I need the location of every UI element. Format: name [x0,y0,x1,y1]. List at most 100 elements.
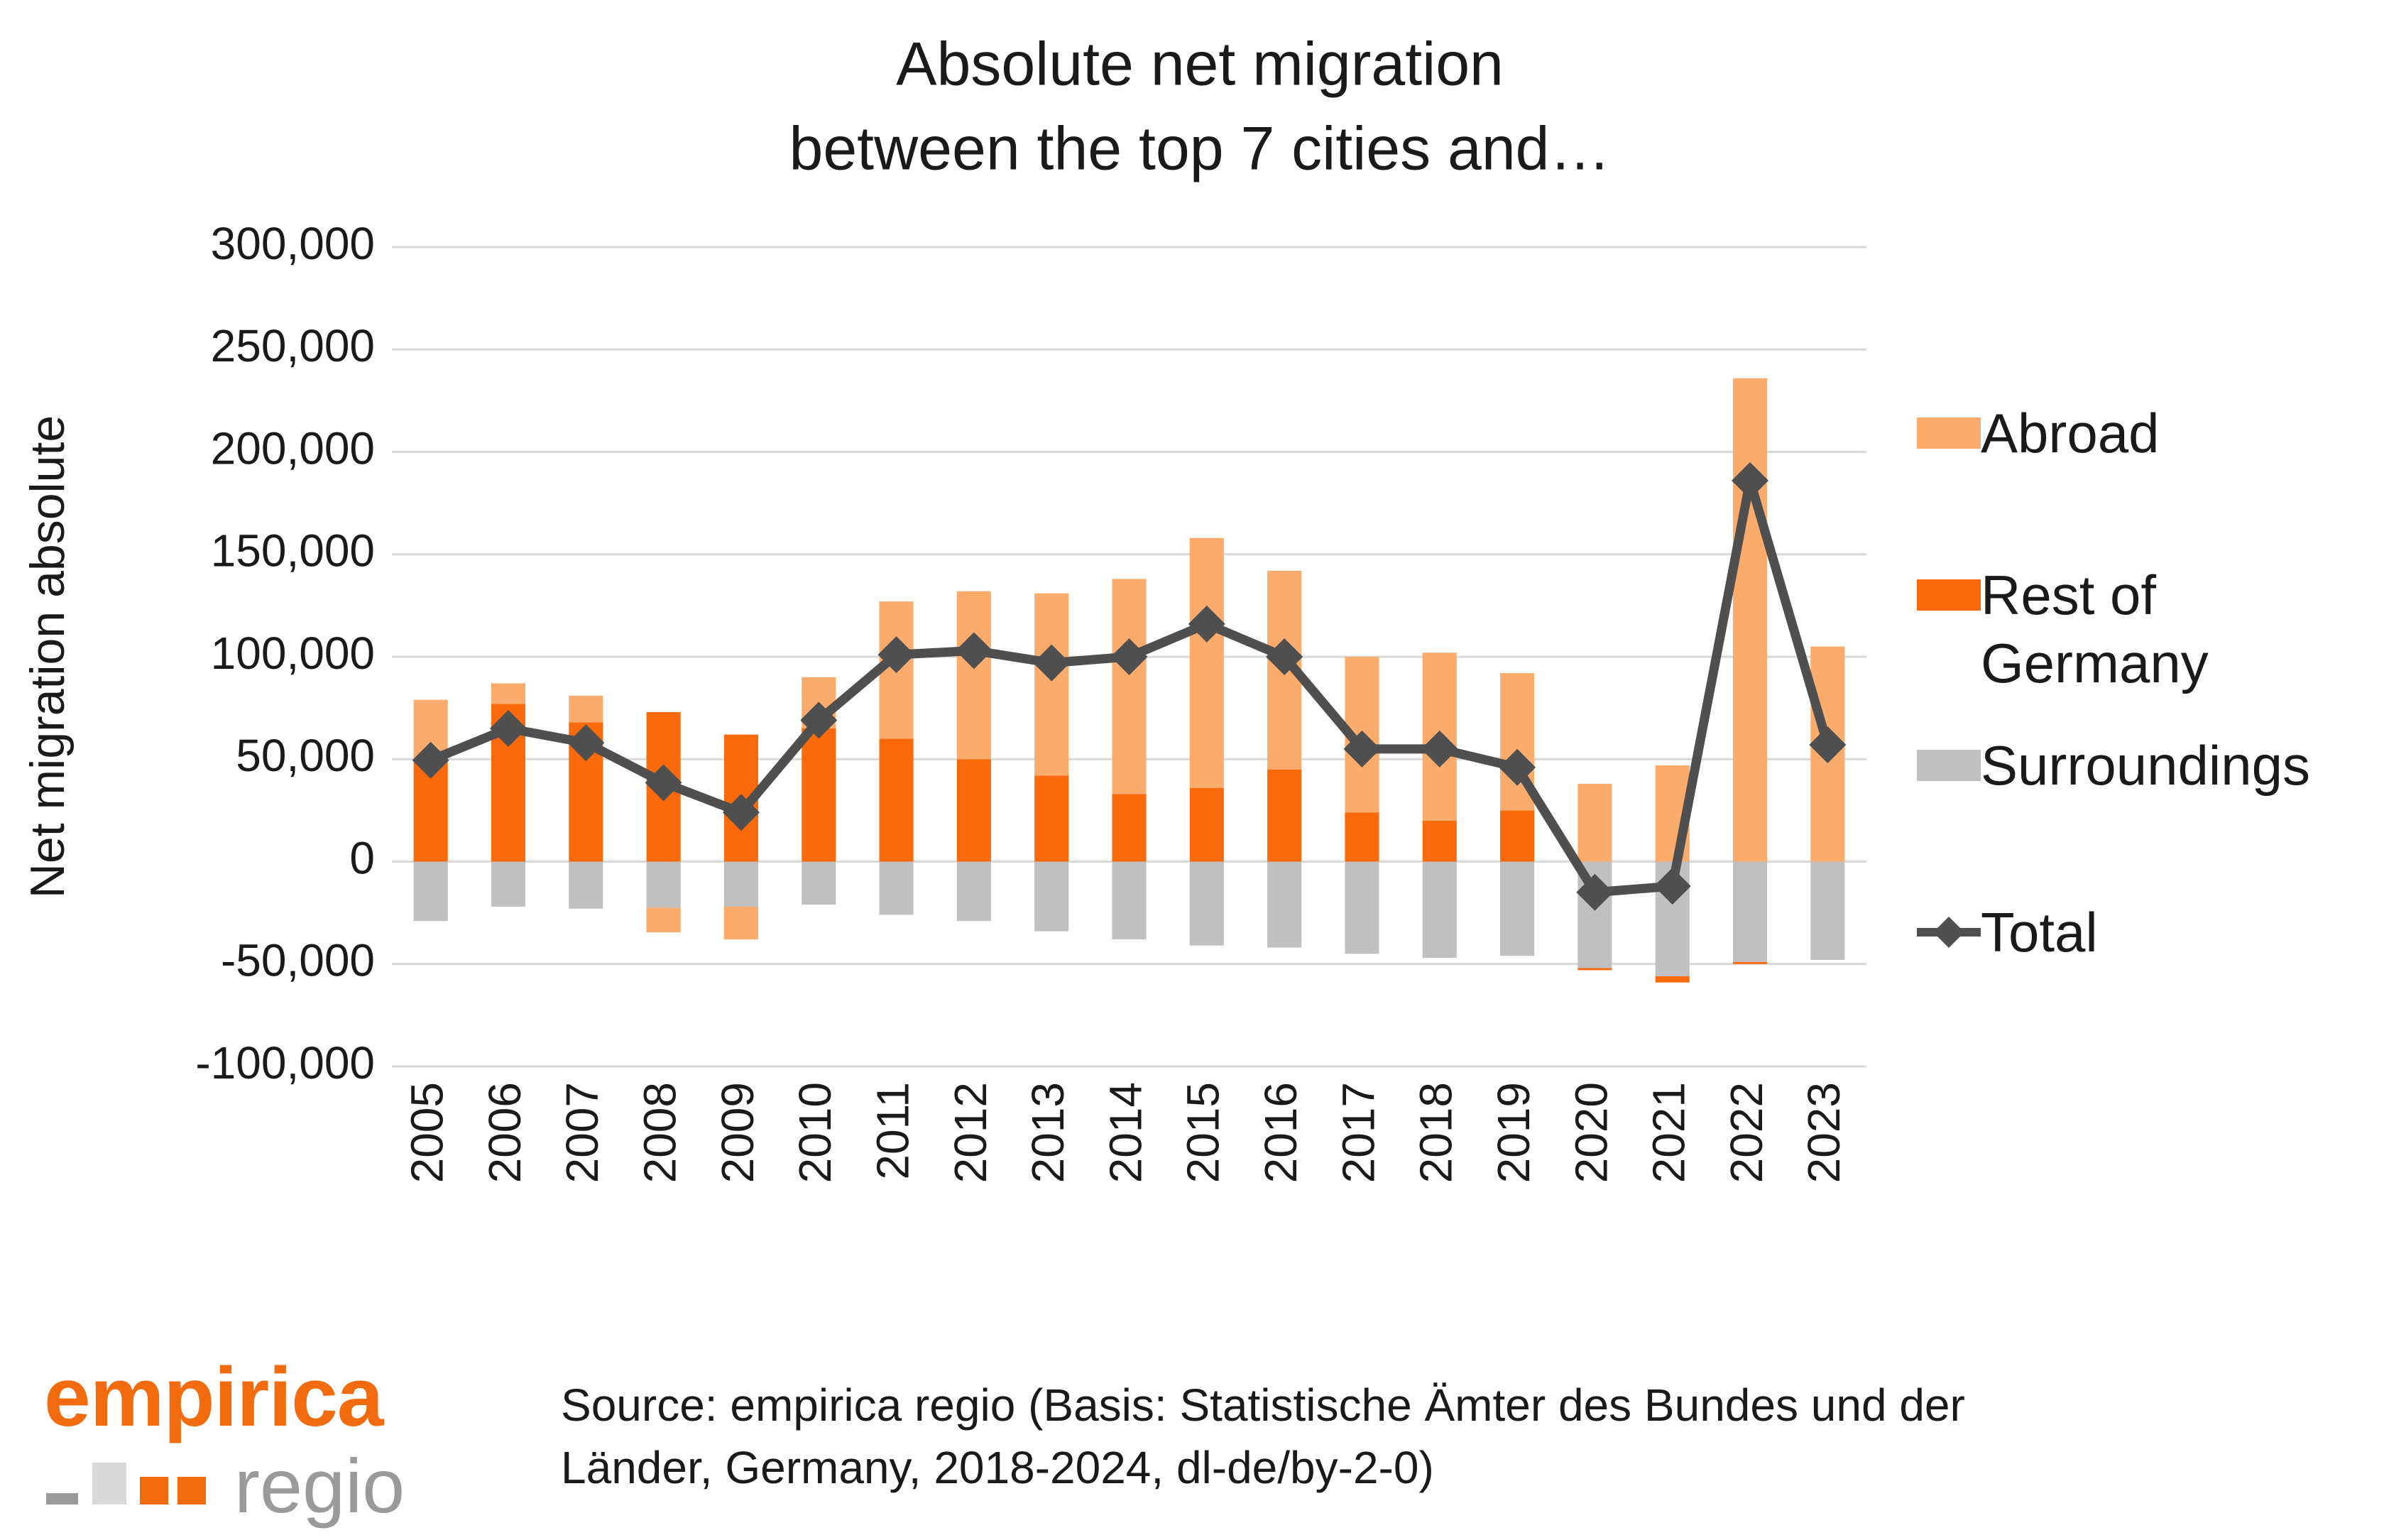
line-marker [1110,638,1148,675]
bar [802,861,836,905]
bar [491,861,526,907]
logo-text: regio [234,1443,405,1529]
y-tick-label: 250,000 [211,320,375,371]
x-tick-label: 2010 [789,1082,841,1183]
line-marker [1421,730,1458,768]
x-tick-label: 2013 [1022,1082,1073,1183]
legend-swatch [1917,417,1981,449]
bar [879,861,914,915]
x-tick-label: 2015 [1178,1082,1229,1183]
bar [956,591,991,760]
y-tick-label: -100,000 [195,1037,375,1088]
x-tick-label: 2020 [1565,1082,1617,1183]
legend-item: Total [1917,898,2371,966]
bar [1267,769,1302,862]
x-tick-label: 2016 [1255,1082,1306,1183]
bar [723,906,758,940]
bar [1732,861,1768,962]
line-marker [489,709,527,747]
bar [1267,861,1302,948]
line-marker [1033,644,1071,682]
line-marker [1576,873,1614,911]
legend-rect [1917,417,1981,449]
bar [956,759,991,862]
bar [1034,593,1069,776]
y-tick-label: 200,000 [211,422,375,474]
bar [1810,861,1845,960]
legend-label: Surroundings [1981,734,2310,797]
legend-item: Abroad [1917,399,2371,467]
y-tick-label: 100,000 [211,628,375,679]
x-tick-label: 2021 [1644,1082,1695,1183]
logo-square [140,1477,168,1504]
bar [1189,537,1224,788]
bar [569,861,603,909]
bar [569,695,603,723]
bar [802,728,836,862]
bar [879,738,914,862]
logo-square [46,1493,78,1504]
legend-swatch [1917,917,1981,948]
bar [1034,775,1069,862]
y-tick-label: -50,000 [221,935,375,986]
line-marker [722,794,760,831]
bar [1345,812,1379,862]
bar [491,683,526,704]
bar [1345,861,1379,954]
chart-title: between the top 7 cities and… [789,115,1611,183]
bar [1034,861,1069,932]
y-tick-label: 150,000 [211,525,375,577]
x-tick-label: 2022 [1721,1082,1772,1183]
legend-label: Abroad [1981,402,2160,464]
line-marker [877,636,915,674]
x-tick-label: 2006 [479,1082,530,1183]
bar [1500,861,1535,956]
source-note: Source: empirica regio (Basis: Statistis… [561,1374,1965,1499]
line-marker [1809,726,1847,764]
bar [1189,861,1224,946]
legend-swatch [1917,579,1981,611]
legend-label: Total [1981,901,2098,963]
legend-rect [1917,579,1981,611]
line-marker [955,632,993,670]
logo-square [177,1477,206,1504]
bar [413,861,448,922]
bar [1422,820,1457,862]
legend-item: Surroundings [1917,731,2371,799]
legend-label: Rest of Germany [1981,564,2209,694]
line-marker [1653,868,1691,905]
bar [1578,968,1612,971]
bar [956,861,991,922]
x-tick-label: 2011 [867,1082,918,1180]
x-tick-label: 2008 [635,1082,686,1183]
bar [1112,579,1147,794]
bar [646,861,681,908]
logo-text: empirica [44,1350,383,1444]
y-tick-label: 300,000 [211,218,375,269]
x-tick-label: 2018 [1411,1082,1462,1183]
x-tick-label: 2023 [1798,1082,1849,1183]
bar [1112,861,1147,940]
bar [1732,961,1768,964]
line-marker [1188,605,1225,643]
chart-title: Absolute net migration [896,31,1504,99]
line-marker [1499,748,1536,786]
y-tick-label: 0 [349,832,375,883]
bar [1189,787,1224,862]
bar [1500,810,1535,862]
x-tick-label: 2005 [402,1082,453,1183]
bar [1422,861,1457,959]
x-tick-label: 2007 [557,1082,608,1183]
line-marker [412,741,449,779]
x-tick-label: 2009 [712,1082,763,1183]
line-marker [1732,462,1769,499]
legend-swatch [1917,750,1981,781]
bar [723,861,758,907]
x-tick-label: 2014 [1100,1082,1151,1183]
y-axis-title: Net migration absolute [21,415,75,898]
source-line: Source: empirica regio (Basis: Statistis… [561,1380,1965,1431]
legend-rect [1917,750,1981,781]
line-marker [567,724,605,762]
